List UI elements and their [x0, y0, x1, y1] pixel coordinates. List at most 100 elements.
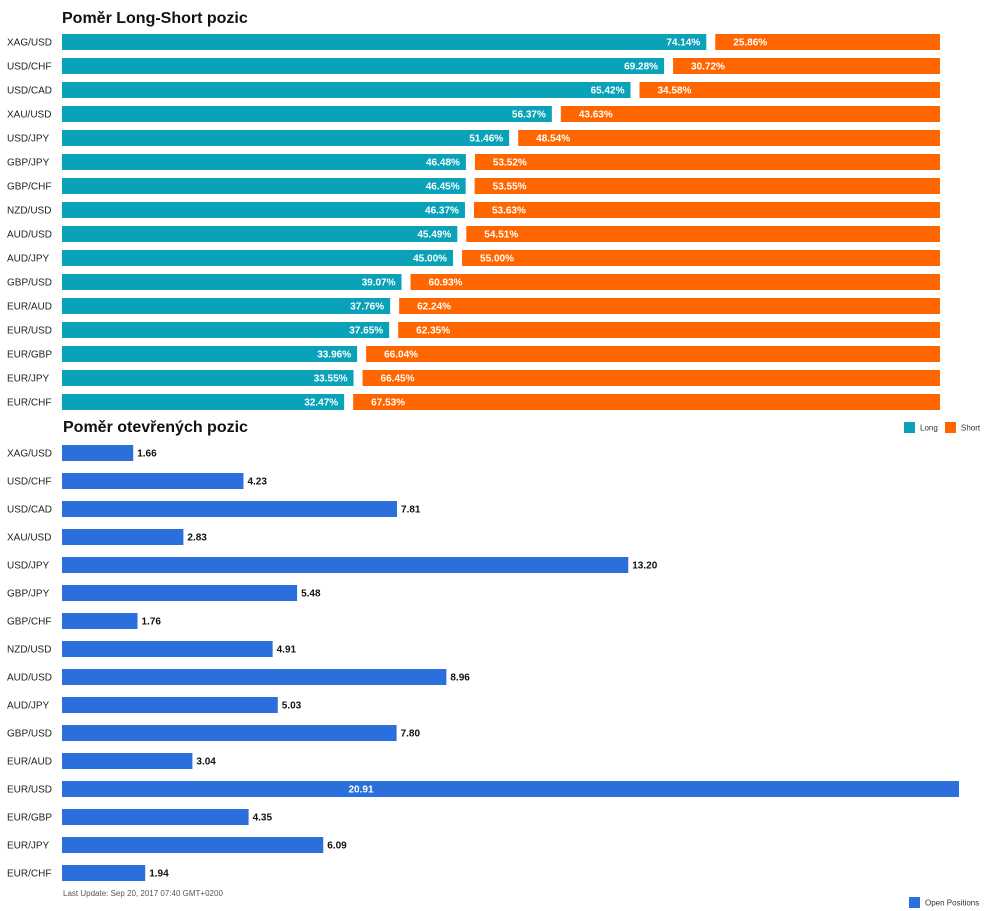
long-bar-xag-usd: [62, 34, 707, 50]
legend-swatch-short: [945, 422, 956, 433]
category-label-aud-usd: AUD/USD: [7, 230, 52, 241]
long-bar-eur-usd: [62, 322, 390, 338]
category-label-eur-chf: EUR/CHF: [7, 398, 51, 409]
open-category-label-aud-jpy: AUD/JPY: [7, 701, 50, 712]
short-bar-eur-aud: [399, 298, 940, 314]
long-value-label-eur-gbp: 33.96%: [317, 350, 351, 361]
category-label-eur-gbp: EUR/GBP: [7, 350, 52, 361]
open-value-label-aud-jpy: 5.03: [282, 701, 302, 712]
short-bar-gbp-jpy: [474, 154, 940, 170]
long-bar-aud-jpy: [62, 250, 454, 266]
short-value-label-eur-usd: 62.35%: [416, 326, 450, 337]
legend-swatch-long: [904, 422, 915, 433]
long-bar-eur-jpy: [62, 370, 354, 386]
open-positions-bar-gbp-jpy: [62, 585, 298, 601]
open-value-label-usd-jpy: 13.20: [632, 561, 657, 572]
short-value-label-gbp-chf: 53.55%: [493, 182, 527, 193]
category-label-eur-aud: EUR/AUD: [7, 302, 52, 313]
long-value-label-gbp-jpy: 46.48%: [426, 158, 460, 169]
long-bar-nzd-usd: [62, 202, 465, 218]
short-value-label-aud-usd: 54.51%: [484, 230, 518, 241]
long-value-label-eur-jpy: 33.55%: [314, 374, 348, 385]
open-positions-bar-eur-usd: [62, 781, 959, 797]
category-label-xau-usd: XAU/USD: [7, 110, 51, 121]
short-bar-gbp-chf: [474, 178, 940, 194]
open-value-label-aud-usd: 8.96: [450, 673, 470, 684]
long-value-label-usd-cad: 65.42%: [591, 86, 625, 97]
short-bar-usd-jpy: [518, 130, 940, 146]
open-positions-bar-usd-jpy: [62, 557, 629, 573]
short-bar-eur-usd: [398, 322, 941, 338]
open-positions-bar-eur-jpy: [62, 837, 324, 853]
open-value-label-xag-usd: 1.66: [137, 449, 157, 460]
open-positions-bar-gbp-chf: [62, 613, 138, 629]
short-bar-eur-gbp: [366, 346, 940, 362]
short-bar-usd-cad: [639, 82, 940, 98]
category-label-usd-jpy: USD/JPY: [7, 134, 50, 145]
short-value-label-usd-jpy: 48.54%: [536, 134, 570, 145]
legend-label-long: Long: [920, 424, 938, 433]
open-value-label-nzd-usd: 4.91: [277, 645, 297, 656]
open-value-label-gbp-usd: 7.80: [401, 729, 421, 740]
last-update-timestamp: Last Update: Sep 20, 2017 07:40 GMT+0200: [63, 889, 223, 898]
open-positions-bar-nzd-usd: [62, 641, 273, 657]
long-value-label-gbp-usd: 39.07%: [362, 278, 396, 289]
category-label-nzd-usd: NZD/USD: [7, 206, 51, 217]
open-positions-bar-eur-gbp: [62, 809, 249, 825]
long-value-label-aud-usd: 45.49%: [417, 230, 451, 241]
short-value-label-eur-chf: 67.53%: [371, 398, 405, 409]
long-short-chart-title: Poměr Long-Short pozic: [62, 10, 248, 27]
short-value-label-gbp-usd: 60.93%: [429, 278, 463, 289]
long-value-label-gbp-chf: 46.45%: [426, 182, 460, 193]
open-value-label-usd-cad: 7.81: [401, 505, 421, 516]
open-category-label-gbp-jpy: GBP/JPY: [7, 589, 50, 600]
short-value-label-aud-jpy: 55.00%: [480, 254, 514, 265]
long-bar-aud-usd: [62, 226, 458, 242]
long-value-label-eur-usd: 37.65%: [349, 326, 383, 337]
open-value-label-eur-usd: 20.91: [348, 785, 373, 796]
short-value-label-nzd-usd: 53.63%: [492, 206, 526, 217]
long-value-label-xau-usd: 56.37%: [512, 110, 546, 121]
category-label-gbp-jpy: GBP/JPY: [7, 158, 50, 169]
open-category-label-gbp-usd: GBP/USD: [7, 729, 52, 740]
short-value-label-eur-jpy: 66.45%: [381, 374, 415, 385]
open-category-label-usd-cad: USD/CAD: [7, 505, 52, 516]
short-bar-xag-usd: [715, 34, 940, 50]
open-positions-bar-gbp-usd: [62, 725, 397, 741]
long-bar-usd-chf: [62, 58, 665, 74]
open-value-label-usd-chf: 4.23: [247, 477, 267, 488]
open-category-label-nzd-usd: NZD/USD: [7, 645, 51, 656]
long-value-label-nzd-usd: 46.37%: [425, 206, 459, 217]
category-label-aud-jpy: AUD/JPY: [7, 254, 50, 265]
open-positions-chart-title: Poměr otevřených pozic: [63, 419, 248, 436]
short-bar-eur-jpy: [362, 370, 940, 386]
open-category-label-aud-usd: AUD/USD: [7, 673, 52, 684]
category-label-eur-usd: EUR/USD: [7, 326, 52, 337]
category-label-gbp-chf: GBP/CHF: [7, 182, 51, 193]
open-category-label-xag-usd: XAG/USD: [7, 449, 52, 460]
long-bar-usd-cad: [62, 82, 631, 98]
short-value-label-usd-cad: 34.58%: [657, 86, 691, 97]
open-positions-bar-usd-cad: [62, 501, 398, 517]
long-short-ratio-chart: XAG/USD 74.14% 25.86% USD/CHF 69.28% 30.72% US…: [7, 34, 981, 433]
long-value-label-usd-jpy: 51.46%: [469, 134, 503, 145]
category-label-usd-chf: USD/CHF: [7, 62, 51, 73]
short-bar-usd-chf: [673, 58, 940, 74]
open-category-label-eur-usd: EUR/USD: [7, 785, 52, 796]
open-value-label-gbp-chf: 1.76: [142, 617, 162, 628]
open-value-label-eur-chf: 1.94: [149, 869, 169, 880]
short-value-label-usd-chf: 30.72%: [691, 62, 725, 73]
long-value-label-usd-chf: 69.28%: [624, 62, 658, 73]
open-value-label-eur-jpy: 6.09: [327, 841, 347, 852]
open-category-label-xau-usd: XAU/USD: [7, 533, 51, 544]
short-value-label-eur-gbp: 66.04%: [384, 350, 418, 361]
open-positions-bar-eur-aud: [62, 753, 193, 769]
long-bar-usd-jpy: [62, 130, 510, 146]
long-bar-gbp-chf: [62, 178, 466, 194]
long-bar-eur-gbp: [62, 346, 358, 362]
long-bar-eur-chf: [62, 394, 345, 410]
short-bar-nzd-usd: [473, 202, 940, 218]
long-value-label-aud-jpy: 45.00%: [413, 254, 447, 265]
